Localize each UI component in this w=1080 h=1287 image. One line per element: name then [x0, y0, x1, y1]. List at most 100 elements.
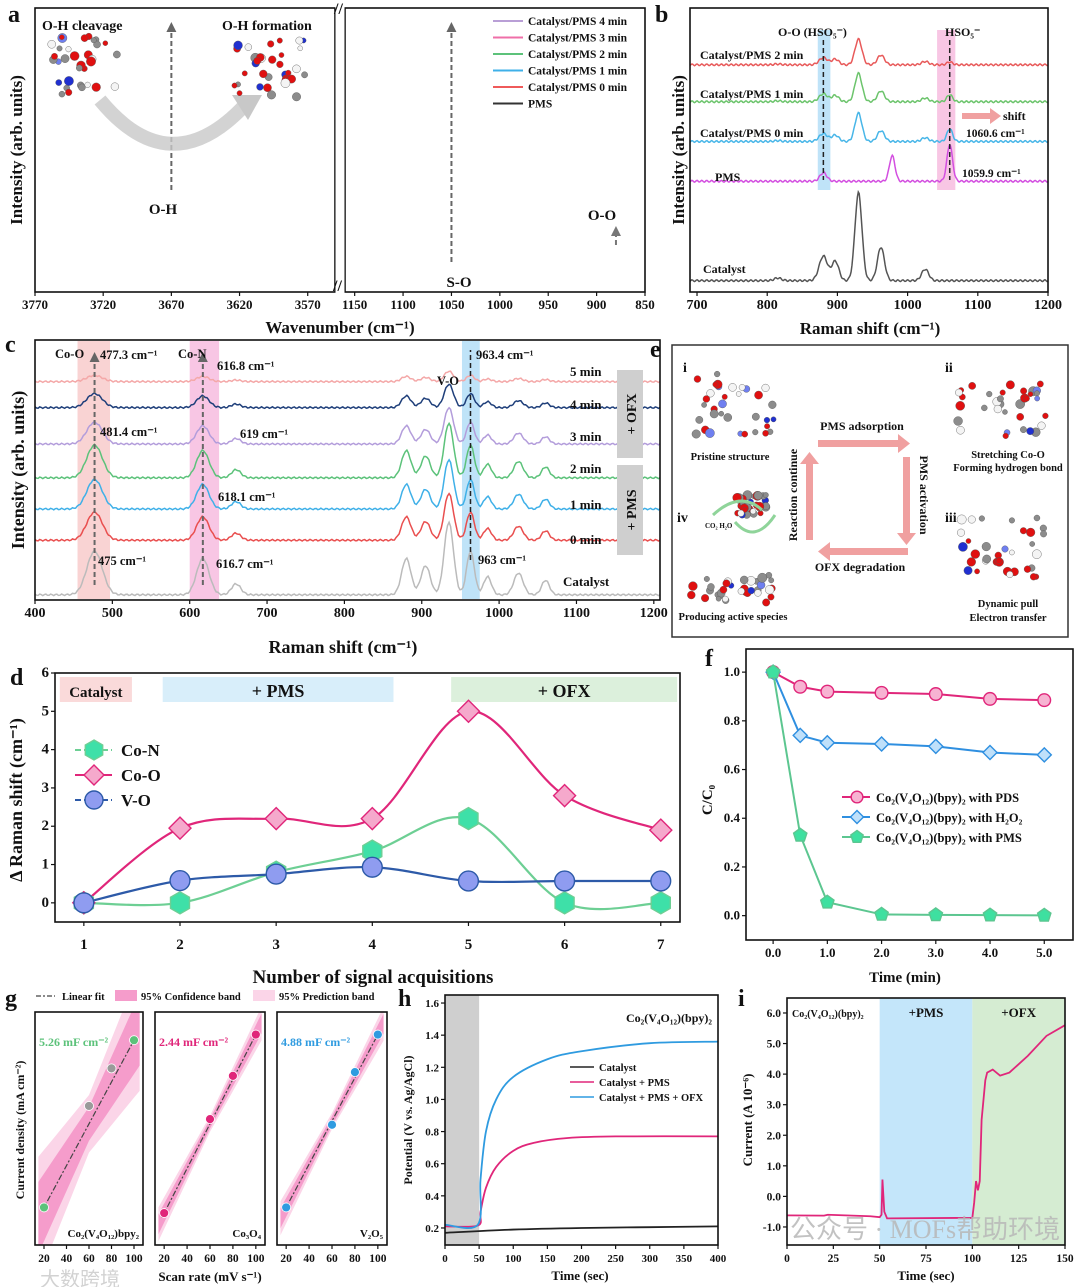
atom: [278, 52, 285, 58]
spectrum-line: [35, 421, 660, 480]
spectrum-line: [35, 458, 660, 511]
atom: [51, 52, 58, 60]
x-tick-label: 1050: [438, 297, 464, 312]
series-line: [444, 1040, 719, 1229]
y-tick-label: 0.0: [724, 908, 740, 923]
step-caption: Pristine structure: [691, 452, 770, 463]
data-point: [281, 1202, 292, 1213]
legend-swatch: [115, 990, 137, 1001]
data-point: [982, 744, 998, 761]
data-point: [1036, 907, 1052, 922]
series-label: 3 min: [570, 429, 602, 444]
atom: [47, 40, 56, 49]
x-tick-label: 1200: [1034, 298, 1062, 313]
atom: [719, 585, 728, 594]
data-point: [169, 890, 191, 915]
region-label: + OFX: [538, 681, 591, 701]
atom: [691, 429, 701, 439]
x-tick-label: 300: [642, 1253, 659, 1265]
arrow-head-icon: [446, 22, 457, 32]
x-tick-label: 900: [827, 298, 848, 313]
legend-label: Catalyst/PMS 1 min: [528, 66, 628, 78]
spectrum-line: [35, 165, 335, 177]
atom: [763, 417, 770, 424]
atom: [721, 393, 728, 400]
curved-arrow: [94, 95, 251, 151]
axis-break: [335, 0, 345, 300]
x-tick-label: 125: [1010, 1253, 1028, 1265]
y-tick-label: 0: [42, 895, 50, 911]
step-caption: Electron transfer: [969, 613, 1046, 624]
y-tick-label: 2.0: [767, 1130, 782, 1142]
x-tick-label: 7: [657, 937, 665, 953]
atom: [993, 404, 1002, 414]
atom: [267, 40, 275, 48]
x-axis-label: Raman shift (cm⁻¹): [269, 637, 418, 658]
atom: [722, 579, 731, 588]
shaded-region: [445, 995, 480, 1245]
atom: [723, 413, 733, 422]
x-tick-label: 900: [587, 297, 607, 312]
panel-label: c: [5, 332, 16, 358]
step-numeral: ii: [945, 361, 953, 376]
data-point: [982, 907, 998, 922]
atom: [764, 423, 771, 430]
y-tick-label: 0.0: [767, 1191, 782, 1203]
y-tick-label: 0.8: [724, 713, 741, 728]
x-tick-label: 1150: [342, 297, 367, 312]
arrow-head-icon: [800, 452, 819, 464]
material-label: V₂O₅: [360, 1228, 384, 1240]
step-caption: Producing active species: [679, 612, 788, 623]
y-axis-label: Intensity (arb. units): [669, 75, 688, 225]
legend-label: PMS: [528, 99, 552, 111]
x-axis-label: Raman shift (cm⁻¹): [800, 319, 941, 338]
atom: [285, 69, 292, 76]
annotation: S-O: [446, 275, 471, 291]
arrow-head-icon: [897, 533, 916, 545]
spectrum-line: [35, 406, 660, 446]
arrow-reaction-continue: [806, 462, 813, 540]
data-point: [350, 1067, 360, 1078]
annotation: 616.8 cm⁻¹: [217, 359, 275, 373]
series-line: [786, 1024, 1066, 1220]
x-tick-label: 5.0: [1036, 945, 1052, 960]
atom: [263, 83, 272, 92]
x-tick-label: 50: [474, 1253, 486, 1265]
atom: [995, 557, 1003, 565]
atom: [762, 430, 769, 437]
arrow-label: OFX degradation: [815, 560, 906, 574]
watermark: 公众号 · MOFs帮助环境: [790, 1215, 1060, 1244]
y-tick-label: 4: [42, 742, 50, 758]
x-tick-label: 100: [505, 1253, 522, 1265]
linear-fit-line: [283, 1029, 381, 1213]
region-label: Catalyst: [69, 685, 122, 701]
y-tick-label: 0.6: [724, 762, 741, 777]
capacitance-label: 5.26 mF cm⁻²: [39, 1035, 109, 1049]
atom: [276, 37, 283, 44]
spectrum-line: [690, 111, 1048, 144]
atom: [712, 381, 719, 388]
axis-break-icon: //: [332, 278, 342, 295]
data-point: [84, 1101, 94, 1111]
x-axis-label: Time (min): [869, 970, 941, 986]
data-point: [792, 727, 809, 744]
x-tick-label: 0: [442, 1253, 448, 1265]
atom: [966, 557, 976, 567]
x-tick-label: 850: [635, 297, 655, 312]
region-band: [451, 677, 678, 702]
atom: [1019, 527, 1027, 535]
data-point: [554, 870, 576, 892]
atom: [757, 572, 768, 583]
data-point: [360, 806, 385, 831]
annotation: V-O: [437, 374, 459, 388]
atom: [91, 82, 101, 92]
atom: [90, 37, 97, 44]
x-tick-label: 700: [687, 298, 708, 313]
spectrum-line: [690, 37, 1048, 67]
atom: [999, 389, 1006, 396]
series-label: Catalyst: [563, 574, 610, 589]
spectrum-line: [345, 24, 645, 270]
atom: [967, 515, 976, 524]
data-point: [650, 870, 672, 892]
